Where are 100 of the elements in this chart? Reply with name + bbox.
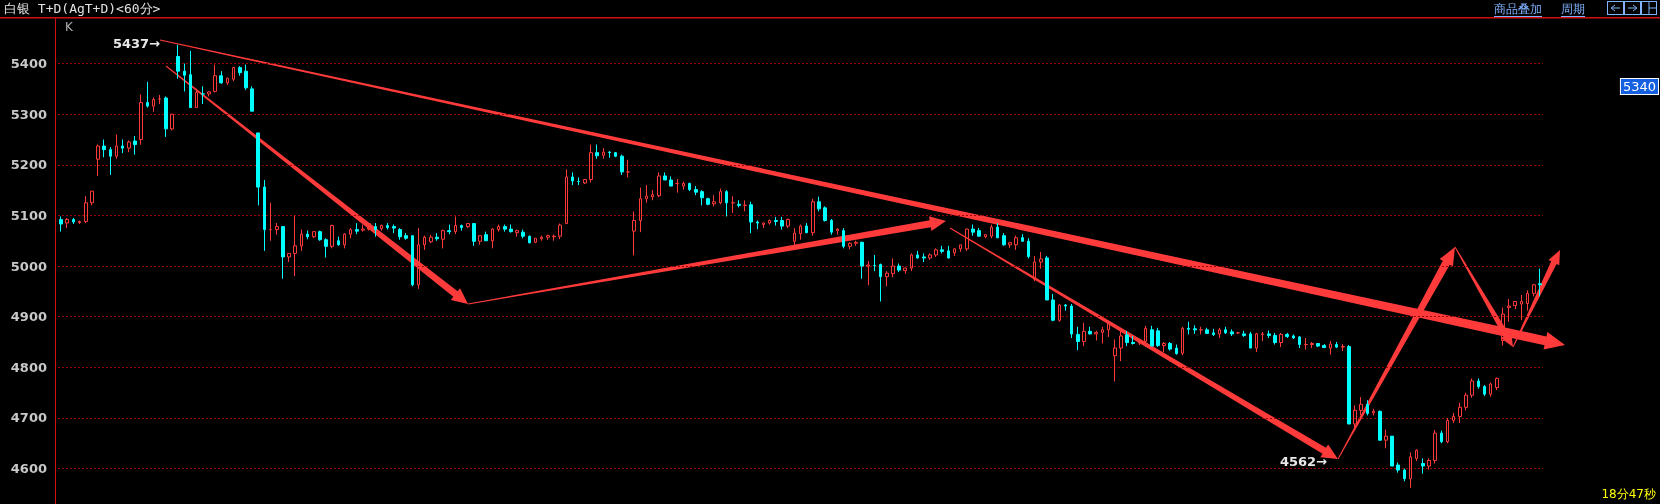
candlestick (1532, 283, 1536, 297)
candlestick (1415, 448, 1418, 462)
y-tick-label: 5000 (10, 258, 47, 274)
candlestick (694, 185, 698, 196)
candlestick (651, 189, 654, 201)
candlestick (1458, 402, 1462, 424)
candlestick (830, 218, 833, 236)
candlestick (1341, 343, 1345, 352)
annotation: 5437→ (112, 36, 161, 51)
candlestick (133, 135, 137, 156)
text: 5340 (1622, 79, 1656, 94)
candlestick (84, 195, 88, 224)
candlestick (1162, 341, 1166, 353)
candlestick (1538, 268, 1542, 297)
candlestick (380, 224, 383, 232)
candlestick (201, 85, 205, 105)
candlestick (183, 63, 186, 92)
candlestick (1273, 332, 1277, 346)
candlestick (910, 252, 913, 272)
candlestick (1187, 321, 1190, 335)
candlestick (669, 175, 673, 187)
candlestick (1427, 457, 1431, 471)
candlestick (374, 222, 377, 238)
candlestick (1366, 399, 1369, 416)
candlestick (454, 215, 457, 235)
candlestick (72, 217, 75, 225)
candlestick (546, 234, 550, 241)
candlestick (959, 244, 962, 253)
y-tick-label: 5300 (10, 106, 47, 122)
candlestick (256, 132, 260, 206)
candlestick (1507, 298, 1511, 323)
candlestick (337, 236, 340, 247)
candlestick (873, 254, 876, 272)
candlestick (756, 220, 759, 230)
candlestick (811, 198, 815, 237)
annotation: 4562→ (1279, 454, 1328, 469)
candlestick (478, 235, 482, 246)
candlestick (768, 218, 771, 226)
candlestick (1526, 289, 1529, 312)
candlestick (367, 222, 371, 232)
candlestick (836, 227, 839, 236)
candlestick (1082, 322, 1086, 347)
candlestick (1070, 303, 1073, 339)
candlestick (1267, 329, 1271, 339)
candlestick (1113, 338, 1117, 382)
candlestick (238, 65, 242, 77)
candlestick (725, 189, 728, 217)
candlestick (1193, 324, 1197, 335)
candlestick (269, 202, 272, 242)
candlestick (293, 214, 297, 277)
candlestick (1483, 384, 1486, 397)
candlestick (934, 247, 938, 258)
candlestick (1255, 332, 1258, 353)
candlestick (1310, 341, 1314, 349)
candlestick (706, 197, 710, 206)
candlestick (799, 224, 802, 241)
candlestick (441, 229, 445, 249)
candlestick (940, 245, 944, 254)
candlestick (1131, 335, 1135, 346)
candlestick (250, 85, 254, 112)
candlestick (219, 70, 223, 85)
candlestick (1335, 341, 1338, 349)
text: 周期 (1561, 2, 1585, 16)
candlestick (447, 224, 451, 235)
candlestick (1464, 392, 1468, 411)
candlestick (176, 44, 180, 80)
candlestick (1520, 294, 1523, 321)
candlestick (472, 223, 476, 247)
candlestick (719, 188, 722, 205)
candlestick (1353, 404, 1357, 429)
candlestick (928, 252, 932, 261)
candlestick (780, 216, 784, 231)
candlestick (423, 235, 426, 251)
candlestick (1242, 330, 1246, 338)
candlestick (207, 90, 211, 97)
candlestick (571, 171, 574, 186)
candlestick (737, 199, 741, 208)
text: 18分47秒 (1601, 487, 1656, 501)
candlestick (774, 216, 778, 227)
candlestick (749, 201, 753, 234)
candlestick (170, 113, 174, 131)
candlestick (1156, 327, 1160, 348)
candlestick (306, 230, 309, 240)
candlestick (1119, 329, 1123, 362)
candlestick (121, 139, 124, 154)
candlestick (281, 226, 285, 280)
candlestick (608, 150, 611, 159)
text: 商品叠加 (1494, 2, 1542, 16)
candlestick (866, 260, 870, 286)
candlestick (1279, 332, 1283, 348)
candlestick (330, 224, 334, 249)
candlestick (497, 224, 500, 233)
candlestick (1212, 328, 1215, 337)
candlestick (1501, 307, 1505, 347)
candlestick (1292, 333, 1295, 340)
candlestick (1008, 241, 1012, 249)
candlestick (411, 235, 414, 287)
candlestick (1181, 326, 1184, 356)
candlestick (947, 245, 950, 259)
candlestick (65, 217, 69, 229)
